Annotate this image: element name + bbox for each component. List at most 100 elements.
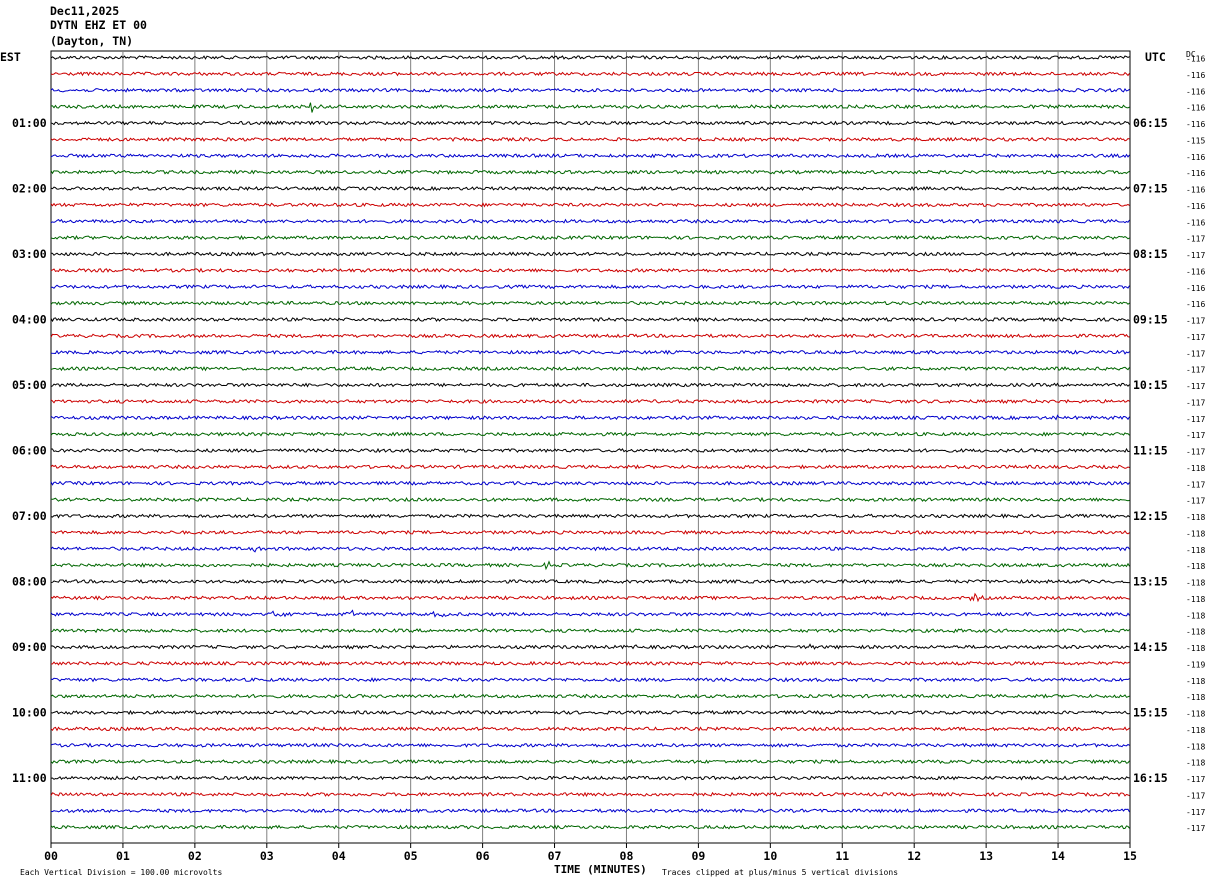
x-tick-label: 10 (763, 849, 777, 863)
trace-line (50, 609, 1130, 618)
trace-line (50, 300, 1130, 306)
dc-offset-label: -118 (1186, 513, 1205, 522)
chart-date: Dec11,2025 (50, 4, 120, 18)
x-tick-label: 01 (116, 849, 130, 863)
trace-line (50, 824, 1130, 830)
dc-offset-label: -117 (1186, 824, 1205, 833)
dc-offset-label: -117 (1186, 349, 1205, 358)
trace-line (50, 643, 1130, 650)
trace-line (50, 153, 1130, 159)
est-hour-label: 08:00 (12, 575, 47, 589)
dc-offset-label: -118 (1186, 628, 1205, 637)
x-tick-label: 09 (691, 849, 705, 863)
dc-offset-label: -118 (1186, 562, 1205, 571)
dc-offset-label: -117 (1186, 398, 1205, 407)
dc-offset-label: -118 (1186, 644, 1205, 653)
dc-offset-label: -118 (1186, 759, 1205, 768)
dc-offset-label: -117 (1186, 808, 1205, 817)
dc-offset-label: -117 (1186, 235, 1205, 244)
trace-line (50, 480, 1130, 486)
est-hour-label: 06:00 (12, 444, 47, 458)
dc-offset-label: -116 (1186, 169, 1205, 178)
trace-line (50, 267, 1130, 274)
dc-offset-label: -116 (1186, 300, 1205, 309)
est-hour-label: 09:00 (12, 640, 47, 654)
trace-line (50, 54, 1130, 61)
trace-line (50, 366, 1130, 372)
trace-line (50, 169, 1130, 175)
utc-hour-label: 11:15 (1133, 444, 1168, 458)
trace-line (50, 398, 1130, 404)
dc-offset-label: -118 (1186, 693, 1205, 702)
dc-offset-label: -116 (1186, 153, 1205, 162)
trace-line (50, 693, 1130, 699)
trace-line (50, 529, 1130, 535)
clip-note: Traces clipped at plus/minus 5 vertical … (662, 868, 899, 877)
est-hour-label: 07:00 (12, 509, 47, 523)
dc-offset-label: -118 (1186, 595, 1205, 604)
x-tick-label: 02 (188, 849, 202, 863)
trace-line (50, 316, 1130, 323)
utc-hour-label: 08:15 (1133, 247, 1168, 261)
trace-line (50, 592, 1130, 603)
trace-line (50, 464, 1130, 470)
x-axis-title: TIME (MINUTES) (554, 863, 647, 876)
trace-line (50, 660, 1130, 666)
trace-line (50, 202, 1130, 208)
dc-offset-label: -119 (1186, 660, 1205, 669)
dc-offset-label: -116 (1186, 55, 1205, 64)
trace-line (50, 382, 1130, 388)
plot-frame (50, 50, 1131, 844)
trace-line (50, 414, 1130, 421)
dc-offset-label: -116 (1186, 120, 1205, 129)
trace-line (50, 185, 1130, 192)
x-tick-label: 14 (1051, 849, 1065, 863)
trace-line (50, 218, 1130, 224)
trace-line (50, 284, 1130, 290)
dc-offset-label: -118 (1186, 710, 1205, 719)
trace-line (50, 560, 1130, 571)
dc-offset-label: -117 (1186, 497, 1205, 506)
utc-hour-label: 15:15 (1133, 706, 1168, 720)
trace-line (50, 431, 1130, 437)
trace-line (50, 726, 1130, 732)
est-hour-label: 04:00 (12, 313, 47, 327)
utc-hour-label: 14:15 (1133, 640, 1168, 654)
x-tick-label: 13 (979, 849, 993, 863)
dc-offset-label: -117 (1186, 382, 1205, 391)
dc-offset-label: -117 (1186, 415, 1205, 424)
dc-offset-label: -117 (1186, 317, 1205, 326)
trace-line (50, 775, 1130, 781)
utc-hour-label: 10:15 (1133, 378, 1168, 392)
trace-line (50, 496, 1130, 503)
dc-offset-label: -118 (1186, 464, 1205, 473)
dc-offset-label: -116 (1186, 87, 1205, 96)
est-hour-label: 11:00 (12, 771, 47, 785)
scale-note: Each Vertical Division = 100.00 microvol… (20, 868, 223, 877)
dc-offset-label: -116 (1186, 202, 1205, 211)
x-tick-label: 07 (548, 849, 562, 863)
utc-hour-label: 06:15 (1133, 116, 1168, 130)
dc-offset-label: -117 (1186, 480, 1205, 489)
x-tick-label: 12 (907, 849, 921, 863)
dc-offset-label: -116 (1186, 104, 1205, 113)
x-tick-label: 03 (260, 849, 274, 863)
x-tick-label: 15 (1123, 849, 1137, 863)
trace-line (50, 578, 1130, 585)
x-tick-label: 08 (620, 849, 634, 863)
trace-line (50, 709, 1130, 716)
trace-line (50, 791, 1130, 798)
trace-line (50, 447, 1130, 454)
trace-line (50, 120, 1130, 126)
est-hour-label: 02:00 (12, 182, 47, 196)
x-tick-label: 11 (835, 849, 849, 863)
dc-offset-label: -116 (1186, 284, 1205, 293)
trace-line (50, 742, 1130, 748)
trace-line (50, 546, 1130, 553)
utc-hour-label: 16:15 (1133, 771, 1168, 785)
dc-offset-label: -116 (1186, 218, 1205, 227)
trace-line (50, 136, 1130, 142)
trace-line (50, 677, 1130, 683)
utc-hour-label: 09:15 (1133, 313, 1168, 327)
dc-offset-label: -116 (1186, 267, 1205, 276)
